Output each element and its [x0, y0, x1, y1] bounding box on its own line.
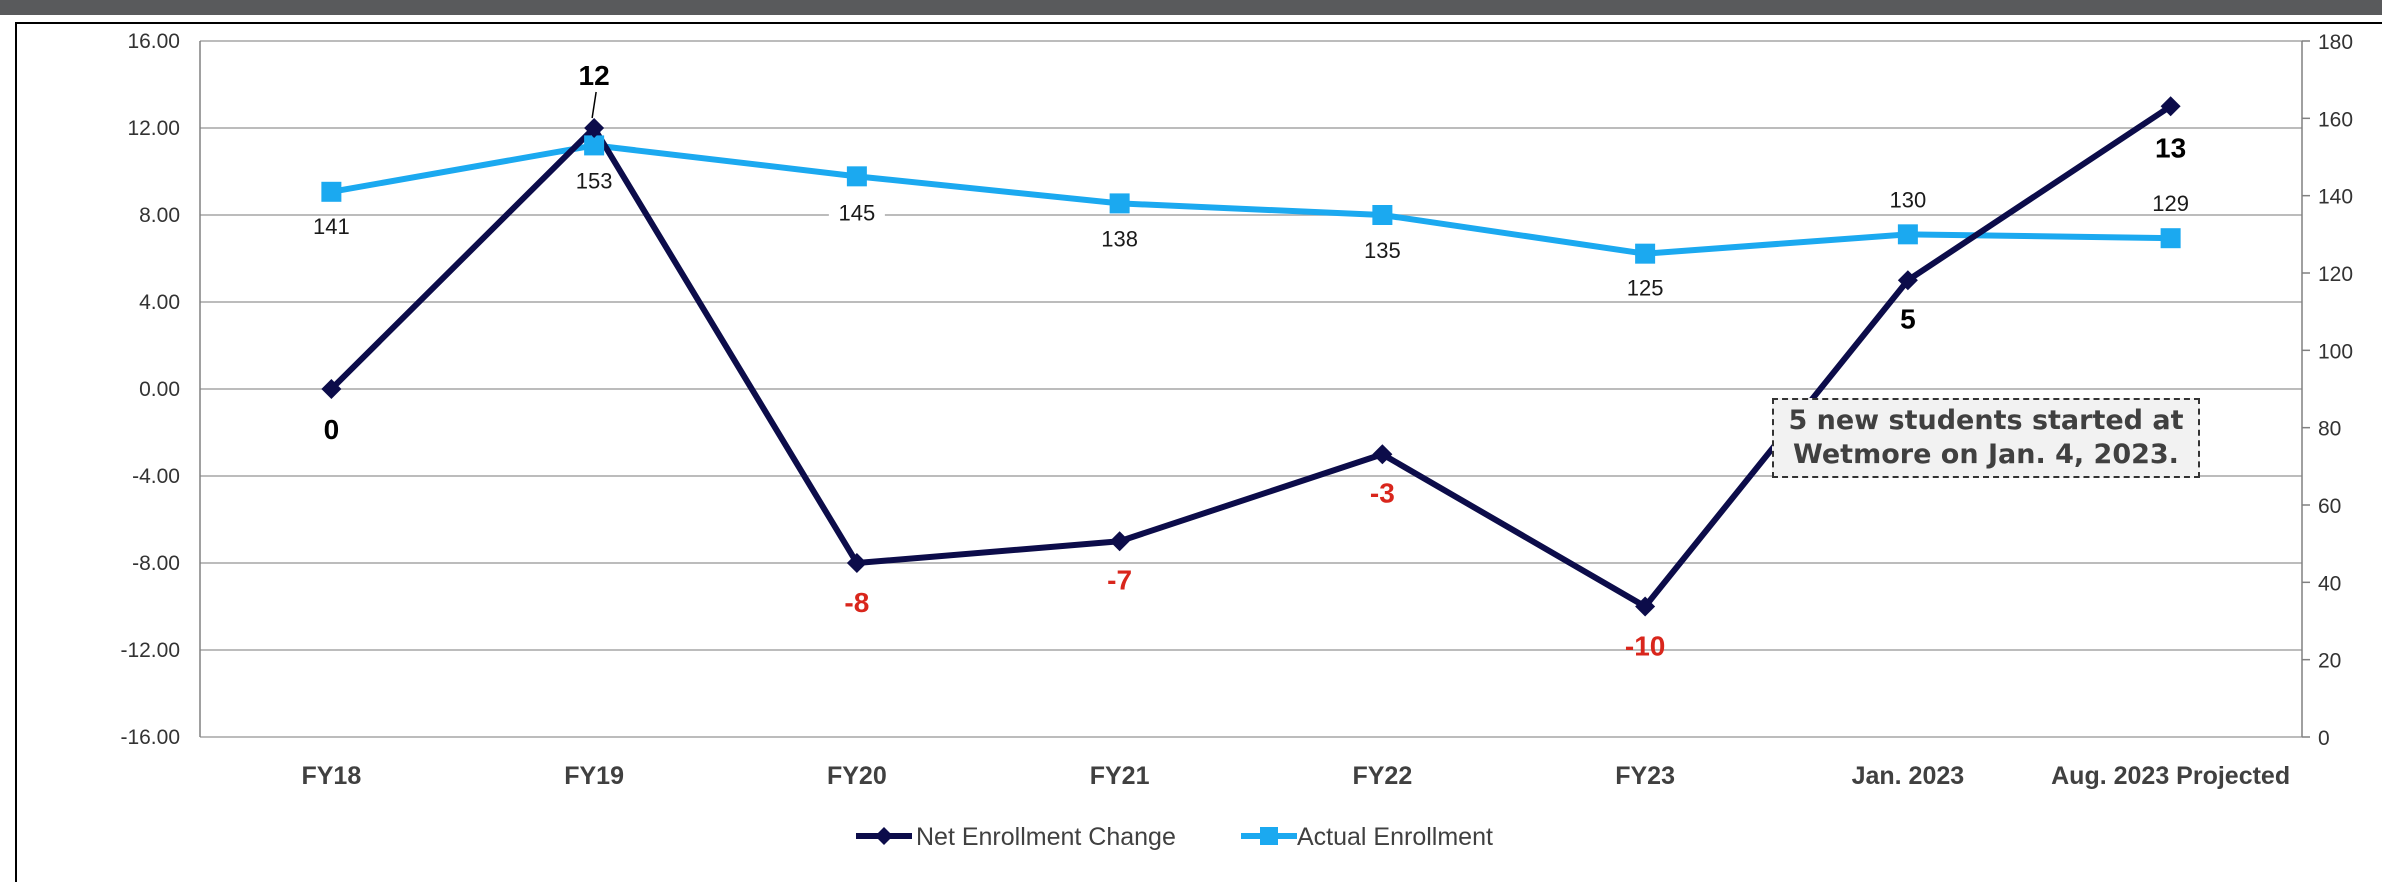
y-right-tick-label: 80 [2318, 418, 2341, 441]
x-tick-label: FY20 [827, 762, 887, 790]
x-tick-label: FY19 [564, 762, 624, 790]
actual-enrollment-data-label: 145 [839, 200, 876, 225]
legend-marker-net-enrollment-change [875, 827, 893, 845]
y-left-tick-label: 0.00 [139, 378, 180, 401]
chart-annotation: 5 new students started at Wetmore on Jan… [1772, 398, 2200, 478]
series-line-net-enrollment-change [329, 103, 2173, 610]
actual-enrollment-point [1897, 224, 1918, 245]
actual-enrollment-data-label: 141 [313, 214, 350, 239]
y-right-tick-label: 40 [2318, 572, 2341, 595]
net-enrollment-data-label: -7 [1107, 564, 1132, 595]
actual-enrollment-point [1109, 193, 1130, 214]
y-right-tick-label: 20 [2318, 650, 2341, 673]
actual-enrollment-data-label: 135 [1364, 238, 1401, 263]
y-right-tick-label: 0 [2318, 727, 2330, 750]
net-enrollment-data-label: 13 [2155, 132, 2186, 163]
y-right-tick-label: 100 [2318, 340, 2353, 363]
legend-label-actual-enrollment: Actual Enrollment [1297, 823, 1493, 851]
actual-enrollment-point [1635, 243, 1656, 264]
actual-enrollment-data-label: 130 [1890, 187, 1927, 212]
x-tick-label: Aug. 2023 Projected [2051, 762, 2290, 790]
data-label-leader-line [591, 91, 597, 119]
x-tick-label: FY22 [1352, 762, 1412, 790]
actual-enrollment-data-label: 125 [1627, 276, 1664, 301]
x-tick-label: FY18 [301, 762, 361, 790]
y-right-tick-label: 160 [2318, 108, 2353, 131]
net-enrollment-data-label: -10 [1625, 631, 1665, 662]
actual-enrollment-point [584, 135, 605, 156]
actual-enrollment-point [321, 181, 342, 202]
net-enrollment-point [321, 379, 342, 399]
net-enrollment-point [846, 553, 867, 573]
series-line-actual-enrollment [330, 142, 2171, 257]
actual-enrollment-data-label: 138 [1101, 226, 1138, 251]
data-label-background [828, 198, 885, 227]
actual-enrollment-point [2160, 228, 2181, 249]
net-enrollment-point [584, 118, 605, 138]
actual-enrollment-data-label: 153 [576, 168, 613, 193]
chart-frame [15, 22, 2382, 882]
net-enrollment-data-label: 5 [1900, 303, 1916, 334]
net-enrollment-point [1109, 531, 1130, 552]
net-enrollment-point [1897, 270, 1918, 291]
net-enrollment-point [1372, 444, 1393, 465]
y-left-tick-label: -12.00 [120, 639, 180, 662]
y-right-tick-label: 60 [2318, 495, 2341, 518]
net-enrollment-point [1635, 596, 1656, 617]
net-enrollment-data-label: 12 [579, 60, 610, 91]
net-enrollment-data-label: -3 [1370, 477, 1395, 508]
y-left-tick-label: 16.00 [127, 30, 180, 53]
y-left-tick-label: -4.00 [132, 465, 180, 488]
y-right-tick-label: 120 [2318, 263, 2353, 286]
top-header-bar [0, 0, 2382, 15]
y-left-tick-label: -8.00 [132, 552, 180, 575]
legend-label-net-enrollment-change: Net Enrollment Change [916, 823, 1176, 851]
net-enrollment-data-label: -8 [844, 587, 869, 618]
x-tick-label: FY23 [1615, 762, 1675, 790]
x-tick-label: Jan. 2023 [1852, 762, 1965, 790]
y-left-tick-label: 8.00 [139, 204, 180, 227]
actual-enrollment-data-label: 129 [2152, 191, 2189, 216]
y-left-tick-label: 12.00 [127, 117, 180, 140]
y-left-tick-label: 4.00 [139, 291, 180, 314]
legend-marker-actual-enrollment [1260, 827, 1278, 845]
net-enrollment-data-label: 0 [324, 414, 340, 445]
net-enrollment-point [2160, 96, 2181, 117]
y-right-tick-label: 180 [2318, 31, 2353, 54]
x-tick-label: FY21 [1090, 762, 1150, 790]
actual-enrollment-point [1372, 205, 1393, 225]
actual-enrollment-point [846, 166, 867, 187]
y-right-tick-label: 140 [2318, 186, 2353, 209]
y-left-tick-label: -16.00 [120, 726, 180, 749]
